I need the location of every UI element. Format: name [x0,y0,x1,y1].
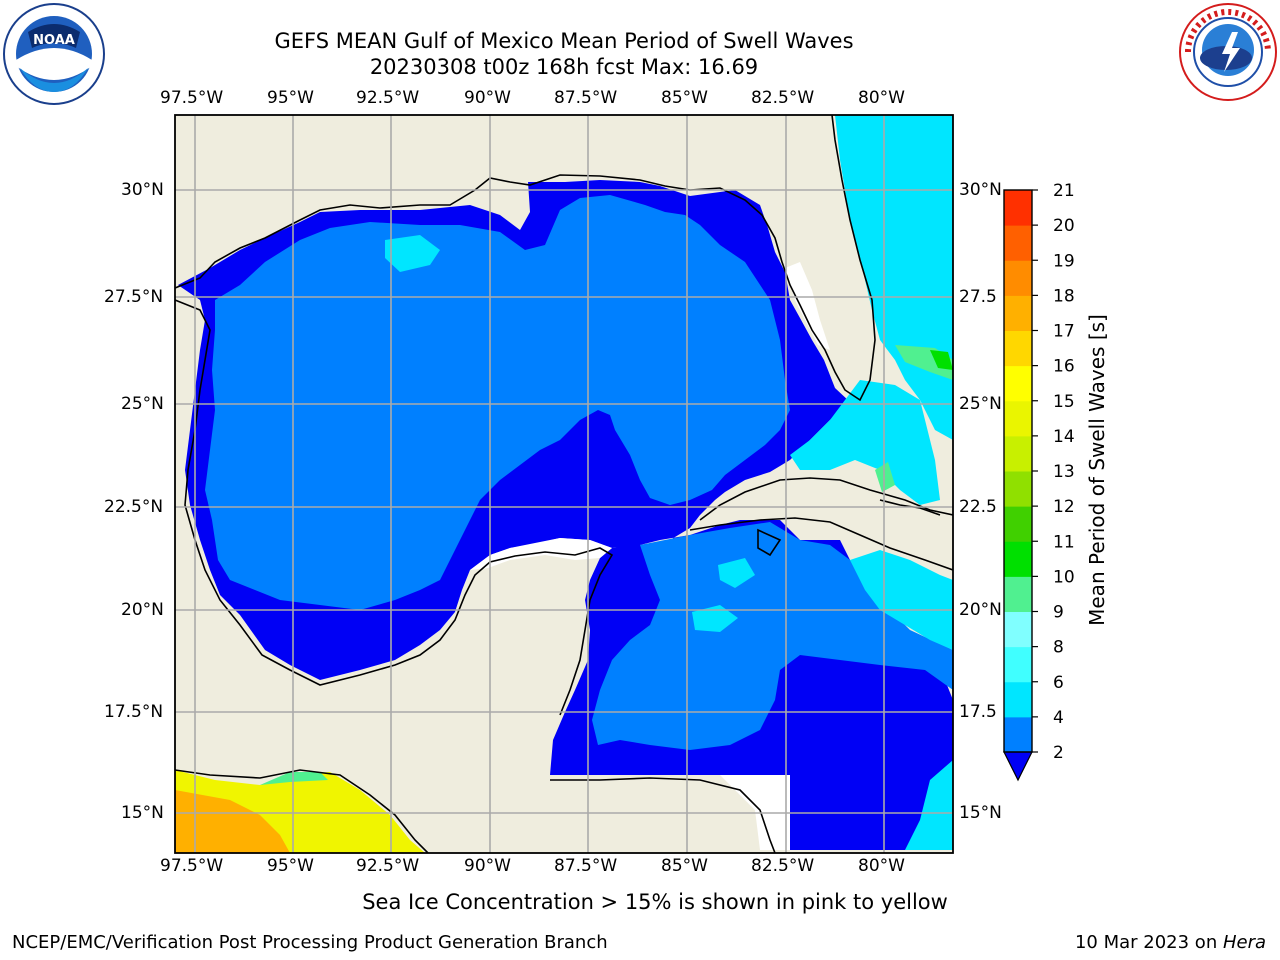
florida-straits-light [790,380,940,505]
colorbar-tick-label: 6 [1053,673,1064,693]
noaa-logo: NOAA [2,2,106,110]
water-patch-green-2 [930,350,953,370]
colorbar-segment [1004,400,1032,437]
footer-date: 10 Mar 2023 on [1074,932,1223,953]
lon-label-top-5: 87.5°W [554,88,618,108]
colorbar-segment [1004,576,1032,612]
colorbar-tick-label: 2 [1053,743,1064,763]
pacific-region-green [260,772,328,785]
lat-label-left-5: 20°N [121,600,164,620]
water-patch-3 [718,558,755,588]
caribbean-east-light-2 [905,760,953,850]
pacific-region-orange [175,790,290,853]
lon-label-bottom-2: 95°W [267,856,314,876]
water-patch-2 [692,605,738,632]
coastlines [175,115,953,853]
colorbar-label: Mean Period of Swell Waves [s] [1085,314,1109,626]
lon-label-top-6: 85°W [661,88,708,108]
colorbar-segment [1004,716,1032,753]
colorbar-segment [1004,190,1032,226]
lon-label-bottom-5: 87.5°W [554,856,618,876]
colorbar-tick-label: 18 [1053,286,1075,306]
colorbar-tick-label: 20 [1053,216,1075,236]
colorbar-segment [1004,646,1032,683]
colorbar-tick-label: 16 [1053,357,1075,377]
colorbar-extend-arrow [1003,751,1033,782]
colorbar-tick-label: 17 [1053,322,1075,342]
lon-label-bottom-4: 90°W [464,856,511,876]
nodata-east-florida [785,262,830,350]
colorbar-tick-label: 21 [1053,181,1075,201]
colorbar-tick-label: 12 [1053,497,1075,517]
lon-label-top-3: 92.5°W [356,88,420,108]
lon-label-bottom-6: 85°W [661,856,708,876]
map-title: GEFS MEAN Gulf of Mexico Mean Period of … [274,29,854,53]
lat-label-right-5: 20°N [959,600,1002,620]
colorbar-tick-label: 19 [1053,251,1075,271]
nws-logo [1178,2,1278,106]
colorbar-segment [1004,435,1032,472]
lon-label-top-4: 90°W [464,88,511,108]
colorbar-tick-label: 13 [1053,462,1075,482]
lat-label-right-6: 17.5 [959,702,997,722]
map-plot-area [175,115,953,853]
lon-label-bottom-3: 92.5°W [356,856,420,876]
colorbar-tick-label: 8 [1053,638,1064,658]
colorbar-segment [1004,541,1032,577]
noaa-logo-text: NOAA [33,33,75,48]
caribbean-east-light [850,550,953,650]
colorbar-segment [1004,295,1032,331]
colorbar-segment [1004,681,1032,718]
colorbar-segment [1004,330,1032,367]
lon-label-top-2: 95°W [267,88,314,108]
colorbar-tick-label: 11 [1053,532,1075,552]
lon-label-top-8: 80°W [858,88,905,108]
caption: Sea Ice Concentration > 15% is shown in … [362,890,948,914]
gridlines [175,115,953,853]
lat-label-right-7: 15°N [959,803,1002,823]
lon-label-bottom-8: 80°W [858,856,905,876]
lat-label-left-2: 27.5°N [104,287,164,307]
lat-label-left-7: 15°N [121,803,164,823]
caribbean-water-mid [592,522,953,750]
colorbar-tick-label: 14 [1053,427,1075,447]
lon-label-top-1: 97.5°W [160,88,224,108]
lon-label-bottom-7: 82.5°W [751,856,815,876]
map-subtitle: 20230308 t00z 168h fcst Max: 16.69 [369,55,759,79]
footer-timestamp: 10 Mar 2023 on Hera [1075,932,1266,953]
colorbar-segment [1004,365,1032,402]
colorbar-tick-label: 15 [1053,392,1075,412]
lat-label-right-3: 25°N [959,394,1002,414]
colorbar-tick-label: 9 [1053,603,1064,623]
colorbar-segment [1004,611,1032,648]
colorbar-segment [1004,225,1032,261]
footer-credit: NCEP/EMC/Verification Post Processing Pr… [12,932,608,953]
colorbar: 2 4 6 8 9 10 11 12 13 14 15 16 17 18 19 20 21 [1003,181,1075,782]
lat-label-right-2: 27.5 [959,287,997,307]
lat-label-left-4: 22.5°N [104,497,164,517]
lon-label-bottom-1: 97.5°W [160,856,224,876]
colorbar-tick-label: 10 [1053,567,1075,587]
nodata-yucatan-coast [470,538,612,570]
lat-label-right-4: 22.5 [959,497,997,517]
lat-label-right-1: 30°N [959,180,1002,200]
lat-label-left-1: 30°N [121,180,164,200]
colorbar-segment [1004,260,1032,296]
colorbar-tick-label: 4 [1053,708,1064,728]
map-frame [174,114,954,854]
nodata-honduras [720,775,790,850]
lon-label-top-7: 82.5°W [751,88,815,108]
water-patch-green-3 [875,462,895,492]
lat-label-left-3: 25°N [121,394,164,414]
water-patch-1 [385,235,440,272]
colorbar-segment [1004,471,1032,507]
footer-host: Hera [1222,932,1266,953]
lat-label-left-6: 17.5°N [104,702,164,722]
colorbar-segment [1004,506,1032,542]
